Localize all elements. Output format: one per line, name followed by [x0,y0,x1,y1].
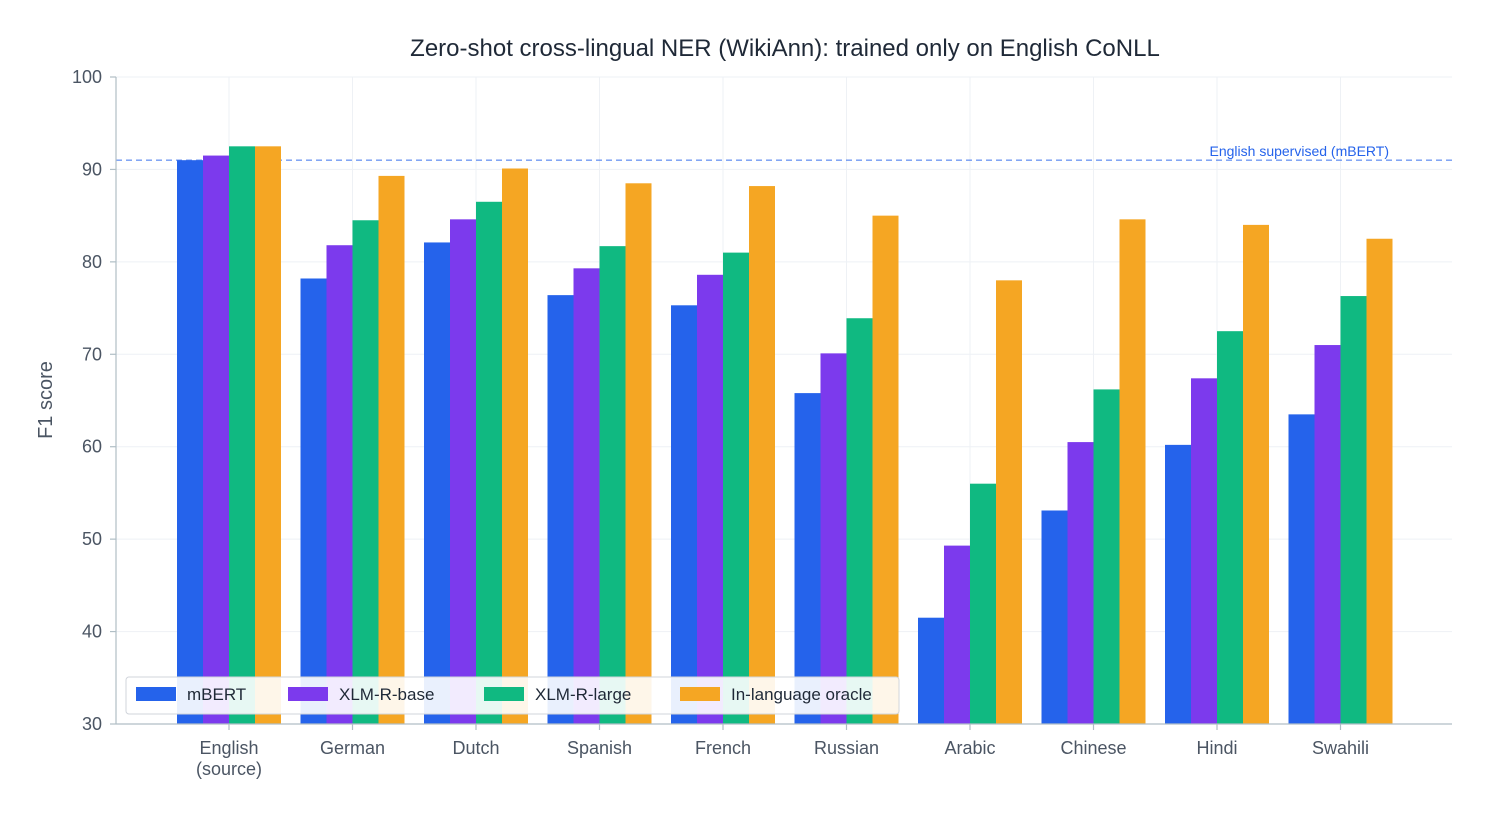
x-ticks: English (source) German Dutch Spanish French R… [196,724,1369,779]
bar-mbert-5 [794,393,821,724]
bar-xlm-r-base-0 [203,155,229,725]
bar-in-language-oracle-6 [996,280,1022,724]
bar-xlm-r-base-3 [573,268,600,724]
bar-xlm-r-large-9 [1340,296,1367,724]
bar-mbert-3 [547,295,574,724]
legend-label-xlm-r-base: XLM-R-base [339,685,434,704]
y-tick-label: 80 [82,252,102,272]
bar-xlm-r-base-9 [1314,345,1341,724]
y-tick-label: 50 [82,529,102,549]
bar-xlm-r-large-2 [476,201,502,724]
bar-mbert-1 [300,278,327,724]
y-tick-label: 70 [82,344,102,364]
legend-label-in-language-oracle: In-language oracle [731,685,872,704]
bar-in-language-oracle-3 [625,183,652,725]
legend: mBERT XLM-R-base XLM-R-large In-language or… [125,676,900,715]
bar-in-language-oracle-8 [1243,224,1269,724]
x-tick-label: French [695,738,751,758]
bar-in-language-oracle-2 [502,168,528,725]
x-tick-label: Dutch [452,738,499,758]
y-tick-label: 60 [82,437,102,457]
legend-label-mbert: mBERT [187,685,246,704]
bar-mbert-2 [424,242,450,724]
bar-mbert-0 [177,160,203,724]
legend-swatch-xlm-r-large [484,687,524,701]
reference-line-label: English supervised (mBERT) [1210,143,1389,159]
bar-xlm-r-base-7 [1067,442,1094,724]
y-axis-label: F1 score [35,361,57,439]
x-tick-label: Hindi [1196,738,1237,758]
y-tick-label: 40 [82,622,102,642]
y-tick-label: 90 [82,159,102,179]
bar-in-language-oracle-5 [872,215,899,724]
bar-xlm-r-large-0 [229,146,255,725]
bar-xlm-r-base-1 [326,245,353,724]
y-tick-label: 30 [82,714,102,734]
x-tick-label: Swahili [1312,738,1369,758]
y-ticks: 30 40 50 60 70 80 90 100 [72,67,116,734]
bar-mbert-4 [671,305,697,724]
axes [115,77,1452,725]
bar-in-language-oracle-4 [749,186,775,724]
bar-in-language-oracle-0 [255,146,281,725]
bar-xlm-r-base-8 [1191,378,1217,724]
bar-xlm-r-base-6 [944,545,970,724]
bars [177,146,1393,725]
legend-label-xlm-r-large: XLM-R-large [535,685,631,704]
x-tick-label: Spanish [567,738,632,758]
bar-xlm-r-base-2 [450,219,476,724]
bar-in-language-oracle-9 [1366,238,1393,724]
x-tick-label: English (source) [196,738,262,779]
bar-xlm-r-large-1 [352,220,379,724]
x-tick-label: Chinese [1060,738,1126,758]
bar-xlm-r-large-5 [846,318,873,724]
legend-swatch-mbert [136,687,176,701]
bar-in-language-oracle-1 [378,175,405,725]
bar-xlm-r-large-6 [970,483,996,724]
bar-xlm-r-large-4 [723,252,749,724]
bar-mbert-6 [918,617,944,724]
bar-xlm-r-large-7 [1093,389,1120,724]
legend-swatch-xlm-r-base [288,687,328,701]
bar-xlm-r-base-4 [697,274,723,724]
bar-mbert-8 [1165,444,1191,724]
bar-mbert-9 [1288,414,1315,724]
legend-swatch-in-language-oracle [680,687,720,701]
y-tick-label: 100 [72,67,102,87]
x-tick-label: Russian [814,738,879,758]
bar-xlm-r-large-8 [1217,331,1243,724]
chart-title: Zero-shot cross-lingual NER (WikiAnn): t… [410,35,1160,62]
bar-xlm-r-base-5 [820,353,847,724]
bar-xlm-r-large-3 [599,246,626,724]
x-tick-label: German [320,738,385,758]
bar-in-language-oracle-7 [1119,219,1146,724]
bar-mbert-7 [1041,510,1068,724]
x-tick-label: Arabic [944,738,995,758]
